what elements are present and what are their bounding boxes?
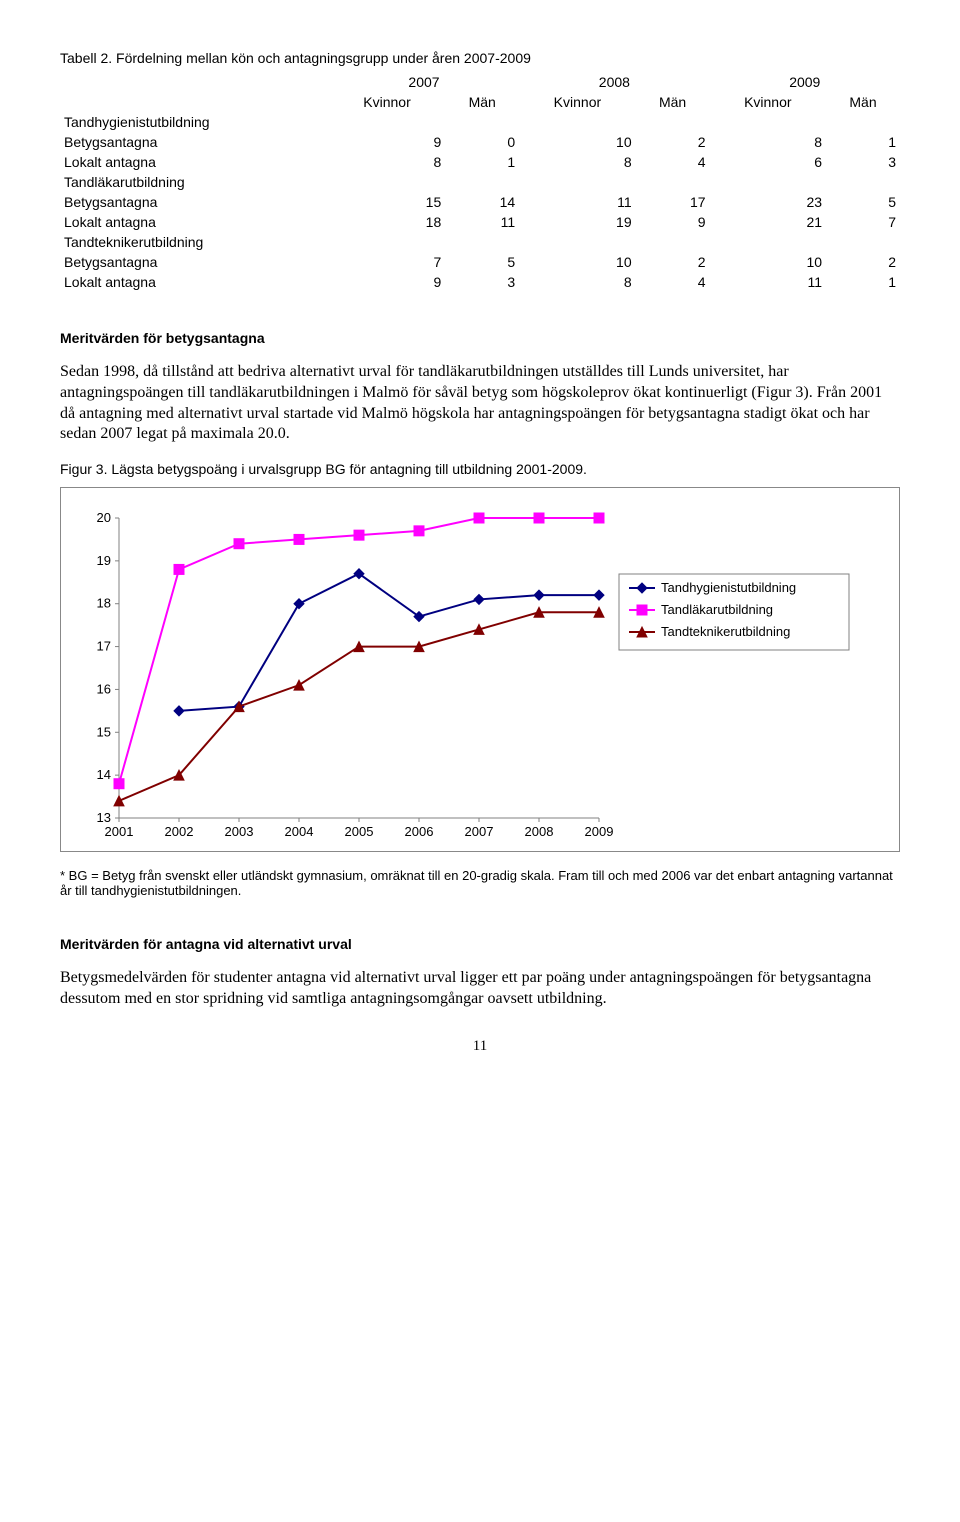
table-cell: 18 (329, 212, 445, 232)
svg-text:2006: 2006 (405, 824, 434, 838)
table-cell: 10 (710, 252, 826, 272)
table-cell: 17 (636, 192, 710, 212)
paragraph-1: Sedan 1998, då tillstånd att bedriva alt… (60, 362, 900, 445)
table-row-label: Lokalt antagna (60, 212, 329, 232)
table-cell: 11 (519, 192, 635, 212)
table-cell: 3 (826, 152, 900, 172)
table-cell: 5 (826, 192, 900, 212)
table-cell: 11 (710, 272, 826, 292)
table-cell: 8 (329, 152, 445, 172)
svg-text:2007: 2007 (465, 824, 494, 838)
table-row-label: Betygsantagna (60, 252, 329, 272)
svg-text:2008: 2008 (525, 824, 554, 838)
svg-text:14: 14 (97, 767, 111, 782)
year-2008: 2008 (519, 72, 709, 92)
table-cell: 3 (445, 272, 519, 292)
section-heading-1: Meritvärden för betygsantagna (60, 330, 900, 346)
figure-caption: Figur 3. Lägsta betygspoäng i urvalsgrup… (60, 461, 900, 477)
table-cell: 9 (636, 212, 710, 232)
table-cell: 1 (826, 132, 900, 152)
section-heading-2: Meritvärden för antagna vid alternativt … (60, 936, 900, 952)
table-cell: 10 (519, 252, 635, 272)
table-row-label: Betygsantagna (60, 192, 329, 212)
svg-text:Tandläkarutbildning: Tandläkarutbildning (661, 602, 773, 617)
footnote: * BG = Betyg från svenskt eller utländsk… (60, 868, 900, 898)
table-row-label: Lokalt antagna (60, 272, 329, 292)
table-cell: 7 (329, 252, 445, 272)
table-row-label: Lokalt antagna (60, 152, 329, 172)
table-cell: 23 (710, 192, 826, 212)
table-cell: 1 (826, 272, 900, 292)
table-cell: 9 (329, 132, 445, 152)
table-cell: 4 (636, 272, 710, 292)
table-cell: 10 (519, 132, 635, 152)
svg-text:2002: 2002 (165, 824, 194, 838)
page-number: 11 (60, 1038, 900, 1055)
svg-text:15: 15 (97, 724, 111, 739)
svg-text:Tandhygienistutbildning: Tandhygienistutbildning (661, 580, 796, 595)
svg-text:19: 19 (97, 553, 111, 568)
svg-text:18: 18 (97, 596, 111, 611)
table-group-title: Tandhygienistutbildning (60, 112, 900, 132)
svg-text:Tandteknikerutbildning: Tandteknikerutbildning (661, 624, 790, 639)
table-caption: Tabell 2. Fördelning mellan kön och anta… (60, 50, 900, 66)
table-cell: 4 (636, 152, 710, 172)
svg-text:13: 13 (97, 810, 111, 825)
table-cell: 8 (519, 152, 635, 172)
table-cell: 2 (826, 252, 900, 272)
svg-text:16: 16 (97, 682, 111, 697)
table-cell: 11 (445, 212, 519, 232)
table-cell: 5 (445, 252, 519, 272)
table-cell: 2 (636, 252, 710, 272)
table-cell: 1 (445, 152, 519, 172)
svg-text:20: 20 (97, 510, 111, 525)
table-cell: 21 (710, 212, 826, 232)
svg-text:2001: 2001 (105, 824, 134, 838)
table-cell: 7 (826, 212, 900, 232)
svg-text:2003: 2003 (225, 824, 254, 838)
svg-text:2004: 2004 (285, 824, 314, 838)
svg-text:17: 17 (97, 639, 111, 654)
table-row-label: Betygsantagna (60, 132, 329, 152)
svg-text:2005: 2005 (345, 824, 374, 838)
table-cell: 19 (519, 212, 635, 232)
table-group-title: Tandläkarutbildning (60, 172, 900, 192)
line-chart: 13 14 15 16 17 18 19 20 2001 2002 2003 2004 2005 2006… (79, 508, 869, 838)
svg-text:2009: 2009 (585, 824, 614, 838)
table-cell: 2 (636, 132, 710, 152)
table-cell: 0 (445, 132, 519, 152)
chart-container: 13 14 15 16 17 18 19 20 2001 2002 2003 2004 2005 2006… (60, 487, 900, 852)
year-2007: 2007 (329, 72, 519, 92)
table-cell: 8 (519, 272, 635, 292)
paragraph-2: Betygsmedelvärden för studenter antagna … (60, 968, 900, 1010)
table-group-title: Tandteknikerutbildning (60, 232, 900, 252)
table-cell: 14 (445, 192, 519, 212)
table-cell: 8 (710, 132, 826, 152)
table-cell: 6 (710, 152, 826, 172)
data-table: 2007 2008 2009 Kvinnor Män Kvinnor Män K… (60, 72, 900, 292)
year-2009: 2009 (710, 72, 900, 92)
table-cell: 9 (329, 272, 445, 292)
table-cell: 15 (329, 192, 445, 212)
